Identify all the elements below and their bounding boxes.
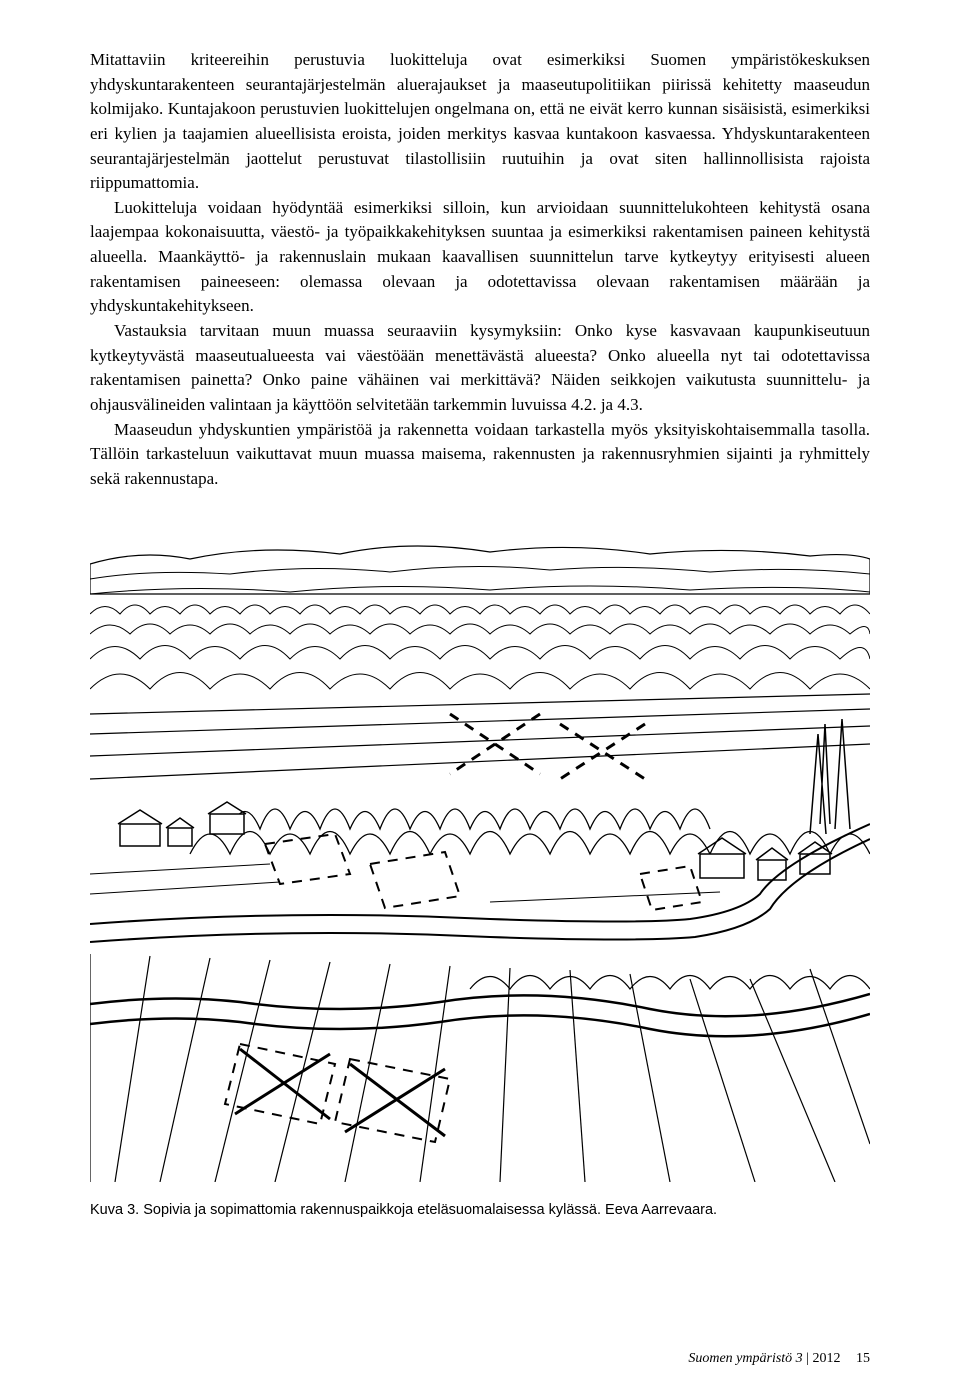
caption-label: Kuva 3. [90,1202,139,1218]
footer-journal: Suomen ympäristö 3 [688,1351,802,1366]
body-paragraph-3: Vastauksia tarvitaan muun muassa seuraav… [90,319,870,418]
footer-separator: | [806,1351,809,1366]
footer-year: 2012 [813,1351,841,1366]
figure-3-caption: Kuva 3. Sopivia ja sopimattomia rakennus… [90,1200,870,1222]
page-footer: Suomen ympäristö 3 | 2012 15 [688,1351,870,1367]
body-paragraph-2: Luokitteluja voidaan hyödyntää esimerkik… [90,196,870,319]
caption-text: Sopivia ja sopimattomia rakennuspaikkoja… [143,1202,717,1218]
body-paragraph-1: Mitattaviin kriteereihin perustuvia luok… [90,48,870,196]
figure-3-illustration [90,524,870,1182]
footer-page-number: 15 [856,1351,870,1366]
body-paragraph-4: Maaseudun yhdyskuntien ympäristöä ja rak… [90,418,870,492]
